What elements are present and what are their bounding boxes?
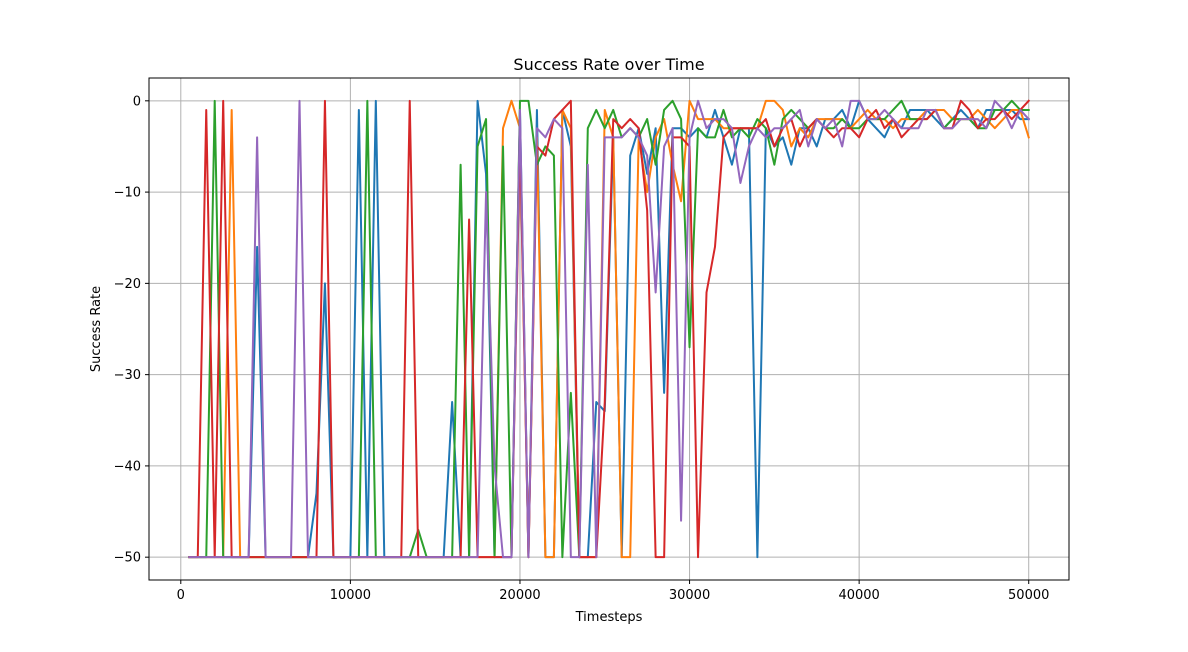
x-tick-label: 0 — [177, 588, 185, 603]
x-tick-label: 50000 — [1008, 588, 1049, 603]
x-tick-label: 40000 — [838, 588, 879, 603]
x-axis: 0 10000 20000 30000 40000 50000 — [177, 580, 1049, 603]
x-tick-label: 30000 — [669, 588, 710, 603]
series-line-4 — [188, 99, 1031, 559]
y-tick-label: −20 — [114, 277, 141, 292]
y-tick-label: −50 — [114, 551, 141, 566]
chart-title: Success Rate over Time — [513, 55, 704, 74]
series-line-3 — [188, 99, 1030, 559]
plot-frame — [148, 77, 1070, 581]
y-tick-label: 0 — [133, 94, 141, 109]
x-axis-label: Timesteps — [575, 610, 643, 625]
y-tick-label: −30 — [114, 368, 141, 383]
y-tick-label: −10 — [114, 186, 141, 201]
x-tick-label: 10000 — [330, 588, 371, 603]
x-tick-label: 20000 — [499, 588, 540, 603]
y-axis-label: Success Rate — [89, 286, 104, 372]
y-tick-label: −40 — [114, 459, 141, 474]
series-layer — [188, 99, 1031, 559]
y-axis: −50 −40 −30 −20 −10 0 — [114, 94, 149, 566]
series-line-5 — [188, 99, 1031, 559]
